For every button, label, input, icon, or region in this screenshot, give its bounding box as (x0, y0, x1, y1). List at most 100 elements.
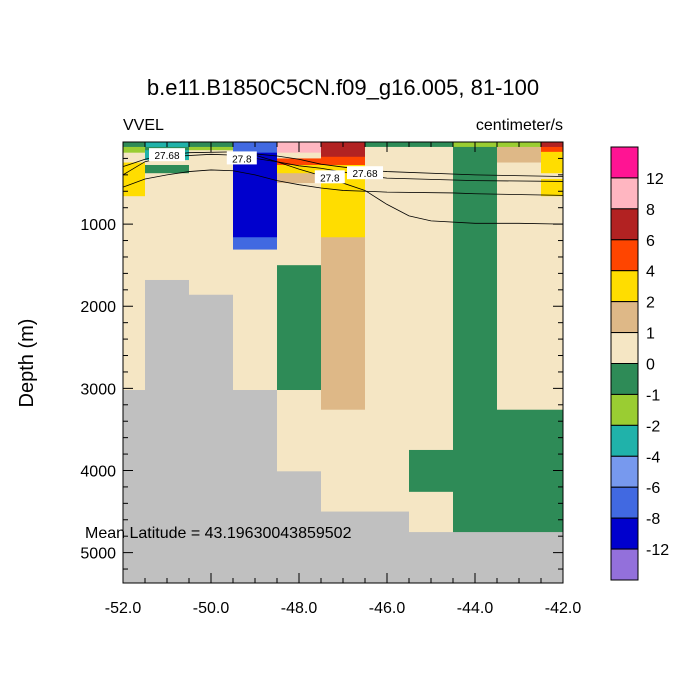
heatmap-cell-3-4 (233, 390, 278, 584)
heatmap-cell-10-4 (541, 178, 564, 197)
contour-label-text-0: 27.68 (154, 151, 179, 162)
heatmap-cell-4-1 (277, 152, 322, 159)
contour-label-bg-2 (314, 170, 345, 184)
heatmap-cell-0-1 (123, 146, 146, 154)
colorbar-swatch-4 (610, 270, 639, 303)
heatmap-cell-4-8 (277, 471, 322, 584)
colorbar-label-7: -1 (646, 387, 660, 404)
heatmap-cell-7-4 (409, 532, 454, 584)
heatmap-cells (123, 142, 564, 584)
heatmap-cell-10-1 (541, 146, 564, 153)
colorbar-label-2: 6 (646, 233, 655, 250)
colorbar-swatch-6 (610, 332, 639, 365)
colorbar-swatch-7 (610, 363, 639, 395)
contour-label-text-3: 27.68 (352, 169, 377, 180)
heatmap-cell-2-3 (189, 294, 234, 584)
heatmap-cell-4-6 (277, 265, 322, 391)
heatmap-cell-5-3 (321, 237, 366, 411)
contour-label-1: 27.8 (226, 151, 257, 165)
heatmap-cell-1-6 (145, 279, 190, 584)
y-tick-label-4: 5000 (80, 546, 116, 563)
colorbar-label-8: -2 (646, 418, 660, 435)
heatmap-cell-7-1 (409, 146, 454, 451)
y-tick-label-2: 3000 (80, 381, 116, 398)
heatmap-cell-9-3 (497, 409, 542, 533)
colorbar-label-1: 8 (646, 202, 655, 219)
heatmap-cell-5-5 (321, 511, 366, 584)
x-axis: -52.0 -50.0 -48.0 -46.0 -44.0 -42.0 (105, 142, 582, 617)
heatmap-cell-3-1 (233, 152, 278, 238)
y-tick-label-3: 4000 (80, 463, 116, 480)
y-axis-title: Depth (m) (16, 319, 38, 408)
heatmap-cell-10-6 (541, 409, 564, 533)
contour-label-text-1: 27.8 (232, 154, 252, 165)
heatmap-cell-5-1 (321, 156, 366, 166)
heatmap-cell-9-4 (497, 532, 542, 584)
heatmap-cell-10-2 (541, 151, 564, 174)
contour-line-2 (122, 169, 564, 196)
chart-title: b.e11.B1850C5CN.f09_g16.005, 81-100 (147, 75, 539, 100)
colorbar-swatch-13 (610, 548, 639, 581)
y-axis: 1000 2000 3000 4000 5000 (80, 157, 563, 570)
x-tick-label-1: -50.0 (193, 600, 230, 617)
x-tick-label-3: -46.0 (369, 600, 406, 617)
heatmap-cell-2-2 (189, 150, 234, 296)
heatmap-cell-7-2 (409, 449, 454, 493)
colorbar-label-5: 1 (646, 326, 655, 343)
colorbar-label-10: -6 (646, 480, 660, 497)
heatmap-cell-0-4 (123, 196, 146, 391)
heatmap-cell-6-2 (365, 511, 410, 584)
contour-label-2: 27.8 (314, 170, 345, 184)
colorbar-swatch-2 (610, 208, 639, 241)
heatmap-cell-4-7 (277, 390, 322, 472)
heatmap-cell-9-2 (497, 162, 542, 411)
heatmap-cell-3-3 (233, 249, 278, 391)
units-label: centimeter/s (476, 117, 563, 134)
contour-label-3: 27.68 (347, 166, 383, 180)
contour-label-text-2: 27.8 (320, 173, 340, 184)
x-tick-label-4: -44.0 (457, 600, 494, 617)
colorbar-label-6: 0 (646, 357, 655, 374)
colorbar-swatch-9 (610, 424, 639, 457)
heatmap-cell-4-4 (277, 173, 322, 184)
contour-label-bg-1 (226, 151, 257, 165)
colorbar-swatch-1 (610, 177, 639, 210)
heatmap-cell-3-0 (233, 142, 278, 154)
colorbar-label-0: 12 (646, 171, 664, 188)
contour-label-0: 27.68 (149, 148, 185, 162)
contour-label-bg-3 (347, 166, 383, 180)
heatmap-cell-1-3 (145, 160, 190, 166)
heatmap-cell-4-2 (277, 158, 322, 166)
colorbar-label-11: -8 (646, 511, 660, 528)
colorbar-swatch-8 (610, 393, 639, 426)
heatmap-cell-0-5 (123, 390, 146, 584)
heatmap-cell-3-2 (233, 237, 278, 250)
heatmap-cell-1-4 (145, 164, 190, 174)
plot-area: 27.68 27.8 27.8 27.68 (122, 142, 564, 584)
colorbar-label-9: -4 (646, 449, 660, 466)
colorbar: 12 8 6 4 2 1 0 -1 -2 -4 -6 -8 -12 (610, 146, 669, 581)
heatmap-cell-0-0 (123, 142, 146, 148)
mean-latitude-annotation: Mean Latitude = 43.19630043859502 (85, 525, 352, 542)
heatmap-cell-10-5 (541, 196, 564, 411)
heatmap-cell-0-2 (123, 152, 146, 163)
heatmap-cell-9-1 (497, 146, 542, 163)
heatmap-cell-5-0 (321, 142, 366, 158)
colorbar-swatch-3 (610, 239, 639, 272)
colorbar-swatch-12 (610, 517, 639, 550)
y-tick-label-1: 2000 (80, 299, 116, 316)
y-tick-label-0: 1000 (80, 217, 116, 234)
colorbar-label-4: 2 (646, 295, 655, 312)
heatmap-cell-4-5 (277, 183, 322, 266)
contour-label-bg-0 (149, 148, 185, 162)
x-tick-label-5: -42.0 (545, 600, 582, 617)
x-tick-label-2: -48.0 (281, 600, 318, 617)
heatmap-cell-7-3 (409, 491, 454, 533)
colorbar-label-12: -12 (646, 542, 669, 559)
contour-labels: 27.68 27.8 27.8 27.68 (149, 148, 383, 184)
heatmap-cell-8-1 (453, 146, 498, 533)
colorbar-swatch-11 (610, 486, 639, 519)
left-label: VVEL (123, 117, 164, 134)
colorbar-swatch-5 (610, 301, 639, 334)
